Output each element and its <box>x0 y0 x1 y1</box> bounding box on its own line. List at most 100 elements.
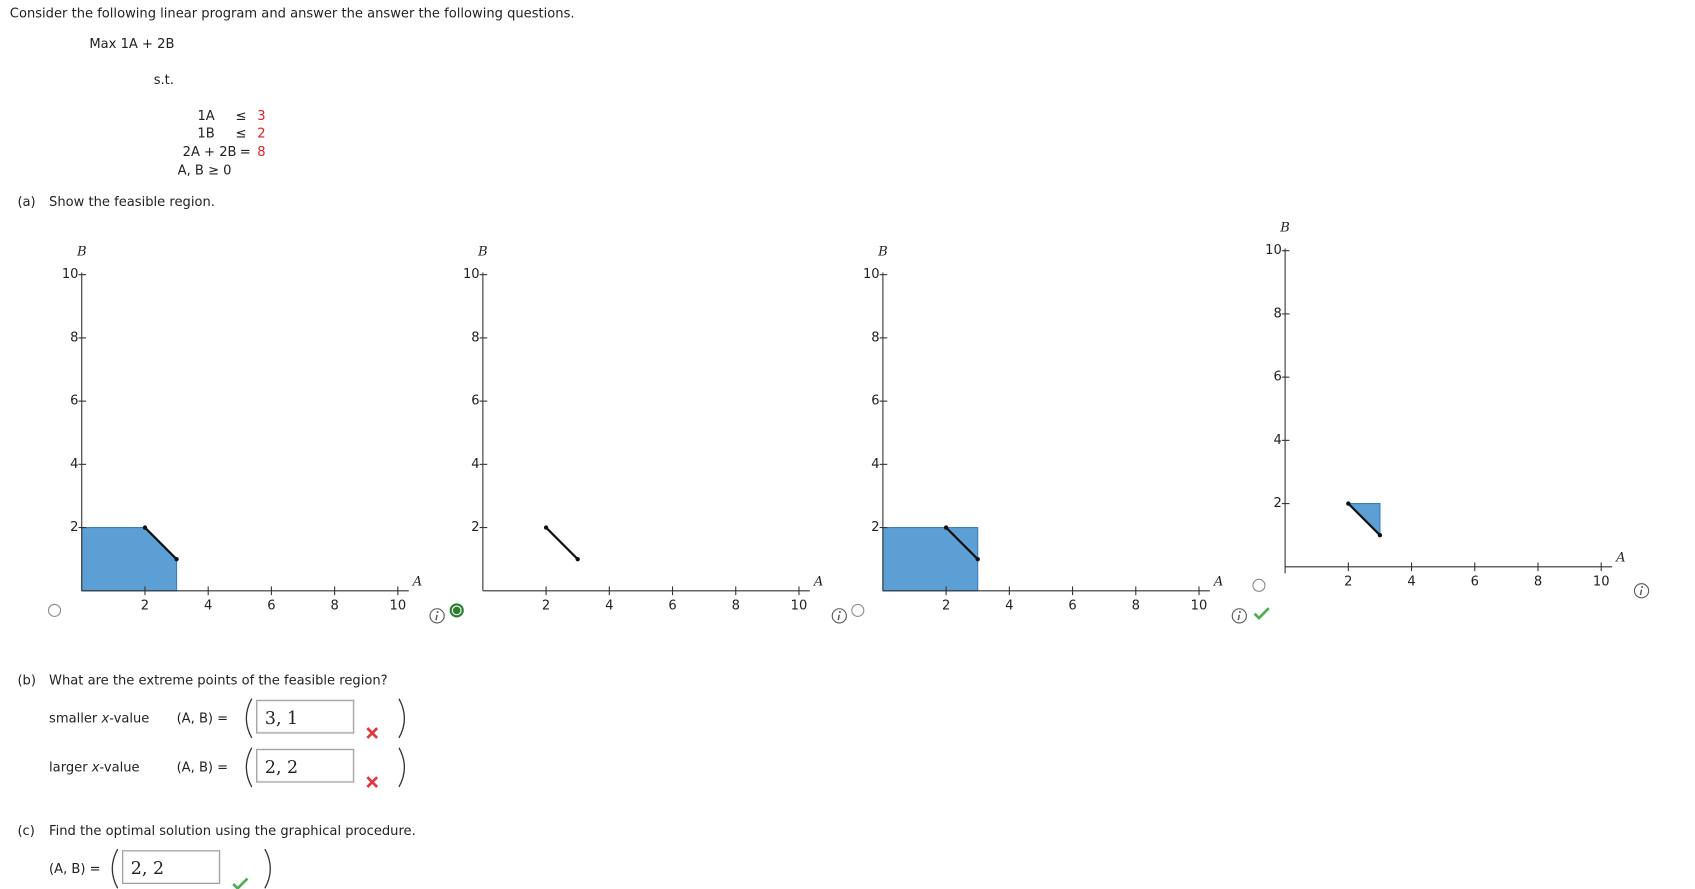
x-tick-label: 8 <box>1534 575 1542 590</box>
constraint-lhs: 1B <box>197 125 215 141</box>
y-axis-label: B <box>76 244 87 259</box>
x-tick-label: 4 <box>204 599 212 614</box>
x-axis-label: A <box>813 575 823 590</box>
constraint-segment <box>945 526 979 560</box>
x-tick-label: 10 <box>1593 575 1610 590</box>
x-tick-label: 8 <box>732 599 740 614</box>
y-axis-label: B <box>1279 220 1290 235</box>
x-tick-label: 8 <box>330 599 338 614</box>
y-tick-label: 2 <box>1274 496 1282 511</box>
answer-input[interactable]: 2, 2 <box>122 850 221 884</box>
constraint-rhs: 8 <box>257 143 266 160</box>
x-axis-label: A <box>412 575 422 590</box>
y-tick-label: 8 <box>471 330 479 345</box>
x-tick-label: 4 <box>1407 575 1415 590</box>
part-question: Show the feasible region. <box>49 194 215 210</box>
y-tick-label: 2 <box>871 520 879 535</box>
constraint-rhs: 3 <box>257 107 266 124</box>
x-axis-label: A <box>1213 575 1223 590</box>
y-tick-label: 10 <box>463 267 480 282</box>
pair-label: (A, B) = <box>176 710 229 726</box>
feasible-region <box>882 527 979 592</box>
wrong-icon <box>366 727 379 739</box>
y-tick-label: 10 <box>863 267 880 282</box>
constraint-op: ≤ <box>235 125 247 141</box>
label-text: -value <box>99 759 140 775</box>
info-icon <box>1633 583 1650 599</box>
part-label: (b) <box>17 672 36 688</box>
label-text: larger <box>49 759 92 775</box>
segment-endpoint <box>1377 533 1383 538</box>
x-tick-label: 10 <box>390 599 407 614</box>
label-var: x <box>91 759 100 775</box>
y-tick-label: 4 <box>471 457 479 472</box>
constraint-lhs: 1A <box>197 107 215 124</box>
paren <box>245 747 253 788</box>
feasible-region <box>81 527 178 592</box>
row-label: smaller x-value <box>49 711 149 726</box>
y-tick-label: 10 <box>1265 243 1282 258</box>
segment-endpoint <box>1346 501 1351 506</box>
x-tick-label: 4 <box>605 599 613 614</box>
segment-endpoint <box>975 556 980 562</box>
label-var: x <box>101 710 110 726</box>
label-text: smaller <box>49 710 102 726</box>
y-tick-label: 10 <box>62 267 79 282</box>
part-question: Find the optimal solution using the grap… <box>49 822 416 839</box>
row-label: larger x-value <box>49 760 140 775</box>
y-tick-label: 4 <box>1274 433 1282 448</box>
y-axis-label: B <box>877 244 888 259</box>
segment-endpoint <box>575 556 580 562</box>
info-glyph <box>1237 614 1241 621</box>
option-radio[interactable] <box>851 603 865 617</box>
subject-to: s.t. <box>153 71 174 88</box>
y-tick-label: 4 <box>70 457 78 472</box>
option-radio-dot <box>452 606 461 615</box>
y-tick-label: 2 <box>471 520 479 535</box>
x-tick-label: 6 <box>267 599 275 614</box>
constraint-segment <box>545 526 579 560</box>
wrong-icon <box>366 776 379 788</box>
part-label: (c) <box>17 822 35 839</box>
y-tick-label: 8 <box>871 330 879 345</box>
intro: Consider the following linear program an… <box>9 5 575 21</box>
constraint-segment <box>144 526 178 560</box>
y-tick-label: 2 <box>70 520 78 535</box>
constraint-lhs: 2A + 2B <box>182 143 237 160</box>
option-radio[interactable] <box>47 603 62 617</box>
x-tick-label: 2 <box>942 599 950 614</box>
segment-endpoint <box>943 525 949 530</box>
constraint-rhs: 2 <box>257 125 266 141</box>
answer-input[interactable]: 2, 2 <box>256 748 355 783</box>
segment-endpoint <box>142 525 148 530</box>
pair-label: (A, B) = <box>49 861 101 877</box>
paren <box>398 747 406 788</box>
y-tick-label: 6 <box>471 394 479 409</box>
x-axis-label: A <box>1615 551 1625 566</box>
part-question: What are the extreme points of the feasi… <box>49 672 388 688</box>
x-tick-label: 4 <box>1005 599 1013 614</box>
info-glyph <box>1639 589 1643 596</box>
paren <box>111 848 119 889</box>
label-text: -value <box>109 710 150 726</box>
x-tick-label: 6 <box>1068 599 1076 614</box>
x-tick-label: 2 <box>141 599 149 614</box>
option-radio[interactable] <box>1252 578 1266 592</box>
y-tick-label: 6 <box>70 394 78 409</box>
x-tick-label: 10 <box>1191 599 1208 614</box>
segment-endpoint <box>543 525 549 530</box>
answer-input[interactable]: 3, 1 <box>256 699 355 734</box>
info-dot <box>1641 585 1644 588</box>
y-tick-label: 8 <box>70 330 78 345</box>
y-axis-label: B <box>477 244 488 259</box>
y-tick-label: 6 <box>1274 370 1282 385</box>
pair-label: (A, B) = <box>176 759 229 775</box>
segment-endpoint <box>174 556 179 562</box>
info-dot <box>838 611 841 614</box>
x-tick-label: 2 <box>1344 575 1352 590</box>
info-icon <box>429 608 445 624</box>
correct-icon <box>1253 607 1270 620</box>
